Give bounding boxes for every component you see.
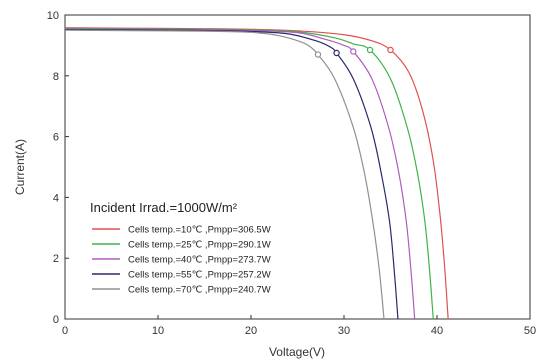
x-axis: 0 10 20 30 40 50 [62, 315, 536, 337]
x-tick-label: 30 [338, 325, 350, 337]
legend-title: Incident Irrad.=1000W/m² [90, 200, 238, 215]
x-tick-label: 20 [245, 325, 257, 337]
mpp-marker-0 [387, 46, 394, 54]
series-layer [64, 27, 449, 320]
x-tick-label: 0 [62, 325, 68, 337]
mpp-marker-3 [333, 49, 340, 57]
y-tick-label: 2 [53, 253, 59, 265]
plot-frame [64, 14, 531, 320]
series-line-0 [64, 27, 449, 320]
series-line-1 [64, 27, 434, 320]
x-axis-title: Voltage(V) [269, 345, 325, 359]
y-axis-title: Current(A) [13, 139, 27, 195]
y-tick-label: 6 [53, 132, 59, 144]
y-tick-label: 0 [53, 314, 59, 326]
y-tick-label: 10 [47, 10, 59, 22]
mpp-marker-2 [350, 48, 357, 55]
y-tick-label: 8 [53, 71, 59, 83]
series-line-3 [64, 28, 399, 320]
mpp-marker-4 [314, 51, 322, 58]
y-tick-label: 4 [53, 192, 59, 204]
y-axis: 0 2 4 6 8 10 [47, 10, 69, 326]
x-tick-label: 40 [431, 325, 443, 337]
legend-entry-4: Cells temp.=70℃ ,Pmpp=240.7W [128, 285, 271, 296]
legend-entry-2: Cells temp.=40℃ ,Pmpp=273.7W [128, 255, 271, 266]
legend-entry-0: Cells temp.=10℃ ,Pmpp=306.5W [128, 225, 271, 236]
legend-entry-3: Cells temp.=55℃ ,Pmpp=257.2W [128, 270, 271, 281]
x-tick-label: 50 [524, 325, 536, 337]
series-line-4 [64, 29, 385, 320]
mpp-markers [314, 46, 394, 58]
legend: Incident Irrad.=1000W/m² Cells temp.=10℃… [90, 200, 271, 296]
mpp-marker-1 [366, 46, 374, 54]
x-tick-label: 10 [152, 325, 164, 337]
legend-entry-1: Cells temp.=25℃ ,Pmpp=290.1W [128, 240, 271, 251]
